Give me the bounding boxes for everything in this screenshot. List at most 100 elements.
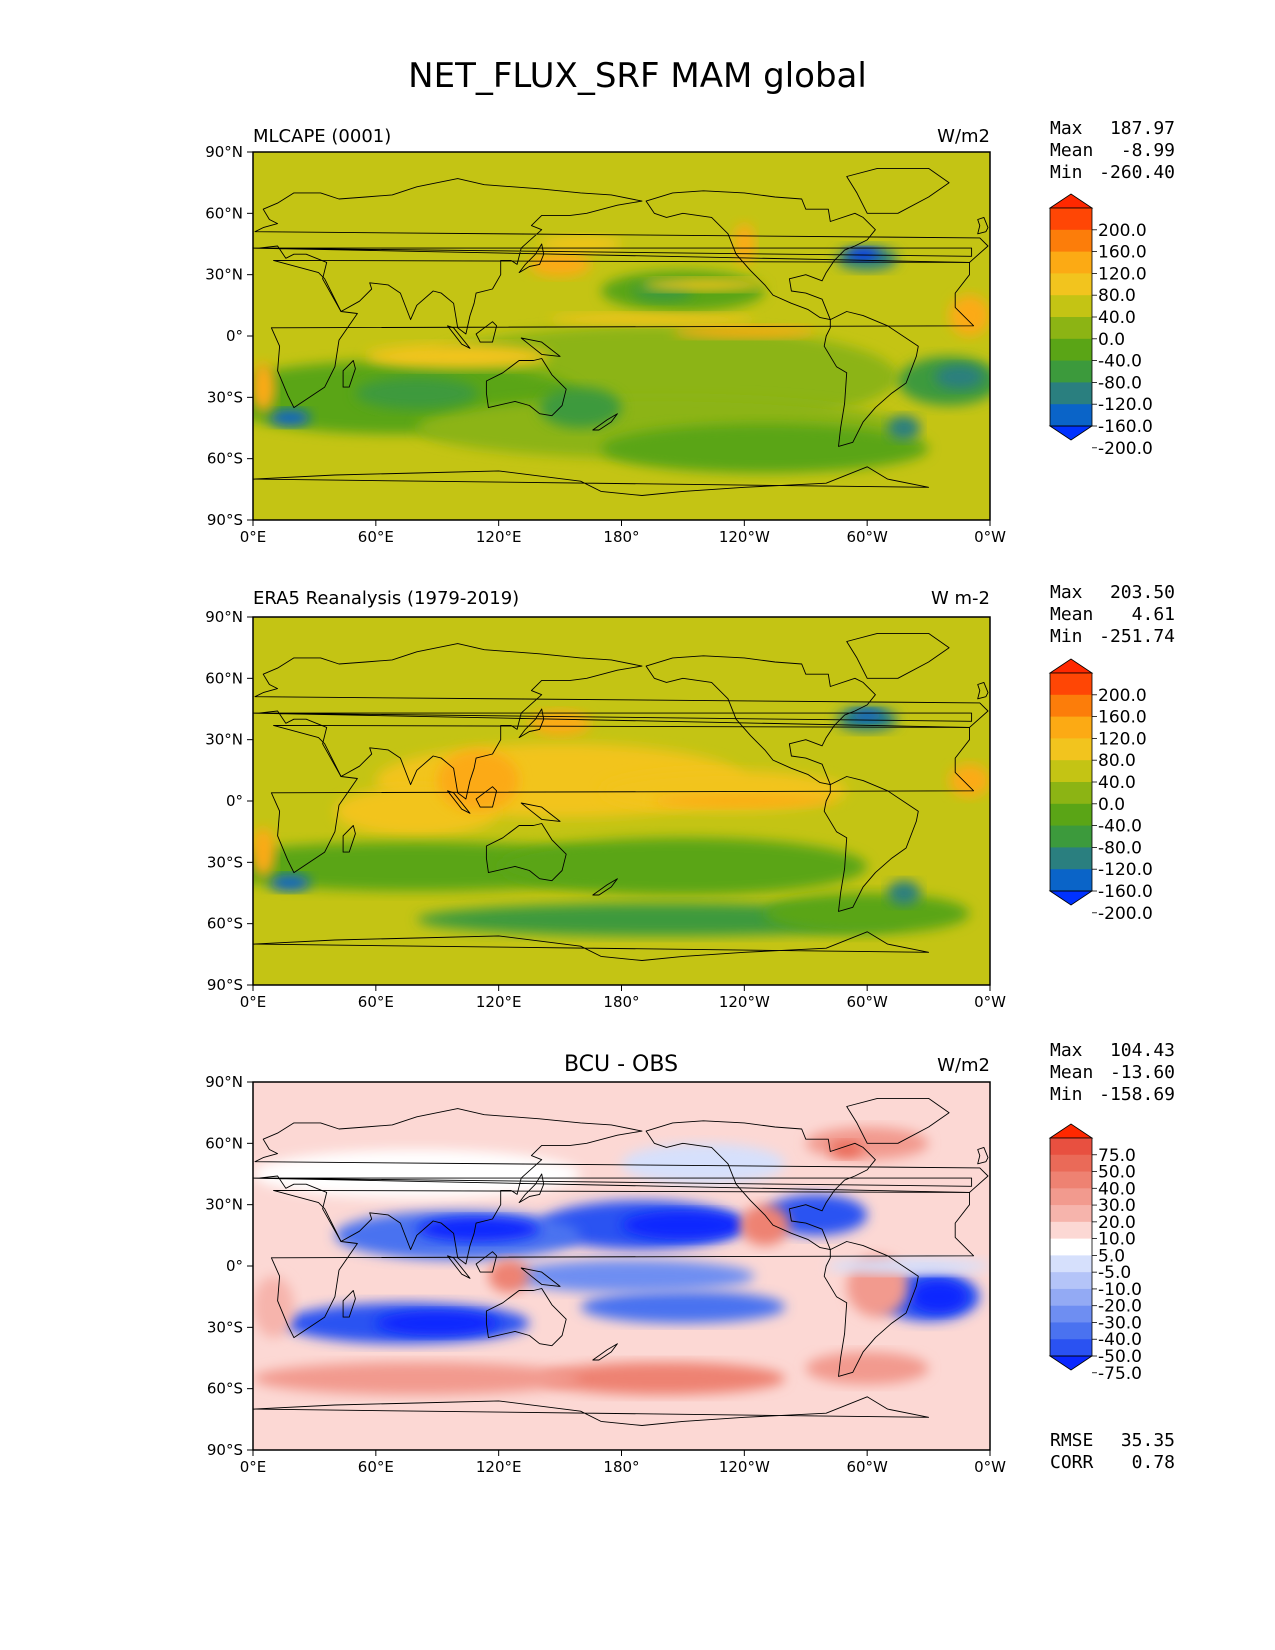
x-tick-label: 120°W xyxy=(719,528,770,546)
colorbar-segment xyxy=(1050,273,1092,296)
colorbar-tick-label: 5.0 xyxy=(1098,1246,1125,1266)
coastline-borneo xyxy=(475,786,498,808)
panel-model: MLCAPE (0001) W/m2 90°N 60°N 30°N 0° 30°S 60°… xyxy=(205,118,1175,546)
colorbar-segment xyxy=(1050,229,1092,253)
panel-title: BCU - OBS xyxy=(564,1052,678,1077)
coastline-eurasia xyxy=(253,178,989,335)
colorbar-segment xyxy=(1050,1171,1092,1189)
colorbar-tick-label: -75.0 xyxy=(1098,1364,1142,1384)
stats-box: Max 203.50 Mean 4.61 Min -251.74 xyxy=(1050,582,1175,647)
colorbar-tick-label: 0.0 xyxy=(1098,330,1125,350)
y-tick-label: 30°S xyxy=(207,1318,243,1336)
coastline-borneo xyxy=(475,321,498,343)
coastline-australia xyxy=(485,358,567,417)
stat-corr: CORR 0.78 xyxy=(1050,1452,1175,1473)
coastline-nz xyxy=(592,1343,618,1361)
colorbar-segment xyxy=(1050,1272,1092,1290)
colorbar-segment xyxy=(1050,716,1092,739)
x-tick-label: 60°W xyxy=(846,993,888,1011)
map-area xyxy=(252,616,991,986)
y-tick-label: 0° xyxy=(226,792,243,810)
colorbar-segment xyxy=(1050,738,1092,761)
colorbar-segment xyxy=(1050,782,1092,805)
coastline-japan xyxy=(518,708,545,739)
colorbar-segment xyxy=(1050,869,1092,892)
colorbar-segment xyxy=(1050,404,1092,427)
colorbar-segment xyxy=(1050,317,1092,340)
coastline-eurasia xyxy=(253,643,989,800)
field-region xyxy=(830,1141,864,1158)
field-region xyxy=(652,794,837,808)
coastline-greenland xyxy=(846,1097,950,1144)
panel-units: W/m2 xyxy=(937,126,990,147)
x-tick-label: 0°E xyxy=(240,1458,267,1476)
x-tick-label: 0°W xyxy=(974,1458,1006,1476)
colorbar-tick-label: -10.0 xyxy=(1098,1280,1142,1300)
field-region xyxy=(253,362,276,412)
colorbar-segment xyxy=(1050,803,1092,827)
colorbar-tick-label: 200.0 xyxy=(1098,221,1147,241)
colorbar-tick-label: -160.0 xyxy=(1098,417,1153,437)
y-tick-label: 90°S xyxy=(207,511,243,529)
colorbar-tick-label: 120.0 xyxy=(1098,264,1147,284)
y-tick-label: 30°S xyxy=(207,853,243,871)
coastline-borneo xyxy=(475,1251,498,1273)
colorbar-tick-label: 160.0 xyxy=(1098,708,1147,728)
colorbar-segment xyxy=(1050,338,1092,362)
stat-min: Min -260.40 xyxy=(1050,162,1175,183)
x-tick-label: 120°E xyxy=(476,528,522,546)
stats-box: Max 187.97 Mean -8.99 Min -260.40 xyxy=(1050,118,1175,183)
field-region xyxy=(949,764,990,797)
colorbar-tick-label: -40.0 xyxy=(1098,817,1142,837)
field-region xyxy=(850,709,884,722)
colorbar-segment xyxy=(1050,673,1092,696)
colorbar-tick-label: -120.0 xyxy=(1098,395,1153,415)
colorbar-segment xyxy=(1050,382,1092,405)
x-tick-label: 180° xyxy=(603,1458,639,1476)
coastline-new_guinea xyxy=(520,337,561,357)
field-region xyxy=(365,344,550,369)
field-region xyxy=(805,1351,929,1385)
colorbar-segment xyxy=(1050,295,1092,318)
stat-min: Min -158.69 xyxy=(1050,1084,1175,1105)
colorbar-tick-label: 0.0 xyxy=(1098,795,1125,815)
colorbar-tick-label: -160.0 xyxy=(1098,882,1153,902)
panel-units: W m-2 xyxy=(931,588,990,609)
colorbar-segment xyxy=(1050,1188,1092,1206)
coastline-australia xyxy=(485,1288,567,1347)
coastline-africa xyxy=(270,724,975,874)
x-tick-label: 60°E xyxy=(358,528,394,546)
field-region xyxy=(764,893,970,934)
coastline-nz xyxy=(592,413,618,431)
coastline-sumatra xyxy=(447,1255,471,1279)
colorbar-tick-label: 120.0 xyxy=(1098,729,1147,749)
coastline-madagascar xyxy=(342,360,356,388)
coastline-south_america xyxy=(823,311,919,447)
colorbar-tick-label: -40.0 xyxy=(1098,1330,1142,1350)
field-region xyxy=(539,1362,786,1395)
field-region xyxy=(253,1149,581,1199)
stat-rmse: RMSE 35.35 xyxy=(1050,1430,1175,1451)
coastline-south_america xyxy=(823,776,919,912)
colorbar-tick-label: 75.0 xyxy=(1098,1146,1136,1166)
stat-mean: Mean 4.61 xyxy=(1050,604,1175,625)
colorbar-tick-label: 40.0 xyxy=(1098,1179,1136,1199)
colorbar-tick-label: 30.0 xyxy=(1098,1196,1136,1216)
coastline-africa xyxy=(270,1189,975,1339)
field-region xyxy=(437,749,520,812)
figure-title: NET_FLUX_SRF MAM global xyxy=(408,56,867,96)
colorbar-segment xyxy=(1050,760,1092,783)
x-tick-label: 60°W xyxy=(846,528,888,546)
colorbar-segment xyxy=(1050,1238,1092,1256)
colorbar-segment xyxy=(1050,1154,1092,1173)
colorbar-tick-label: 40.0 xyxy=(1098,773,1136,793)
stats-box: Max 104.43 Mean -13.60 Min -158.69 xyxy=(1050,1040,1175,1105)
colorbar: 200.0160.0120.080.040.00.0-40.0-80.0-120… xyxy=(1048,658,1153,924)
field-region xyxy=(375,1310,499,1336)
colorbar-tick-label: 80.0 xyxy=(1098,751,1136,771)
coastline-new_guinea xyxy=(520,802,561,822)
colorbar-segment xyxy=(1050,1288,1092,1307)
colorbar-tick-label: -200.0 xyxy=(1098,439,1153,459)
coastline-greenland xyxy=(846,167,950,214)
y-tick-label: 90°N xyxy=(205,608,243,626)
